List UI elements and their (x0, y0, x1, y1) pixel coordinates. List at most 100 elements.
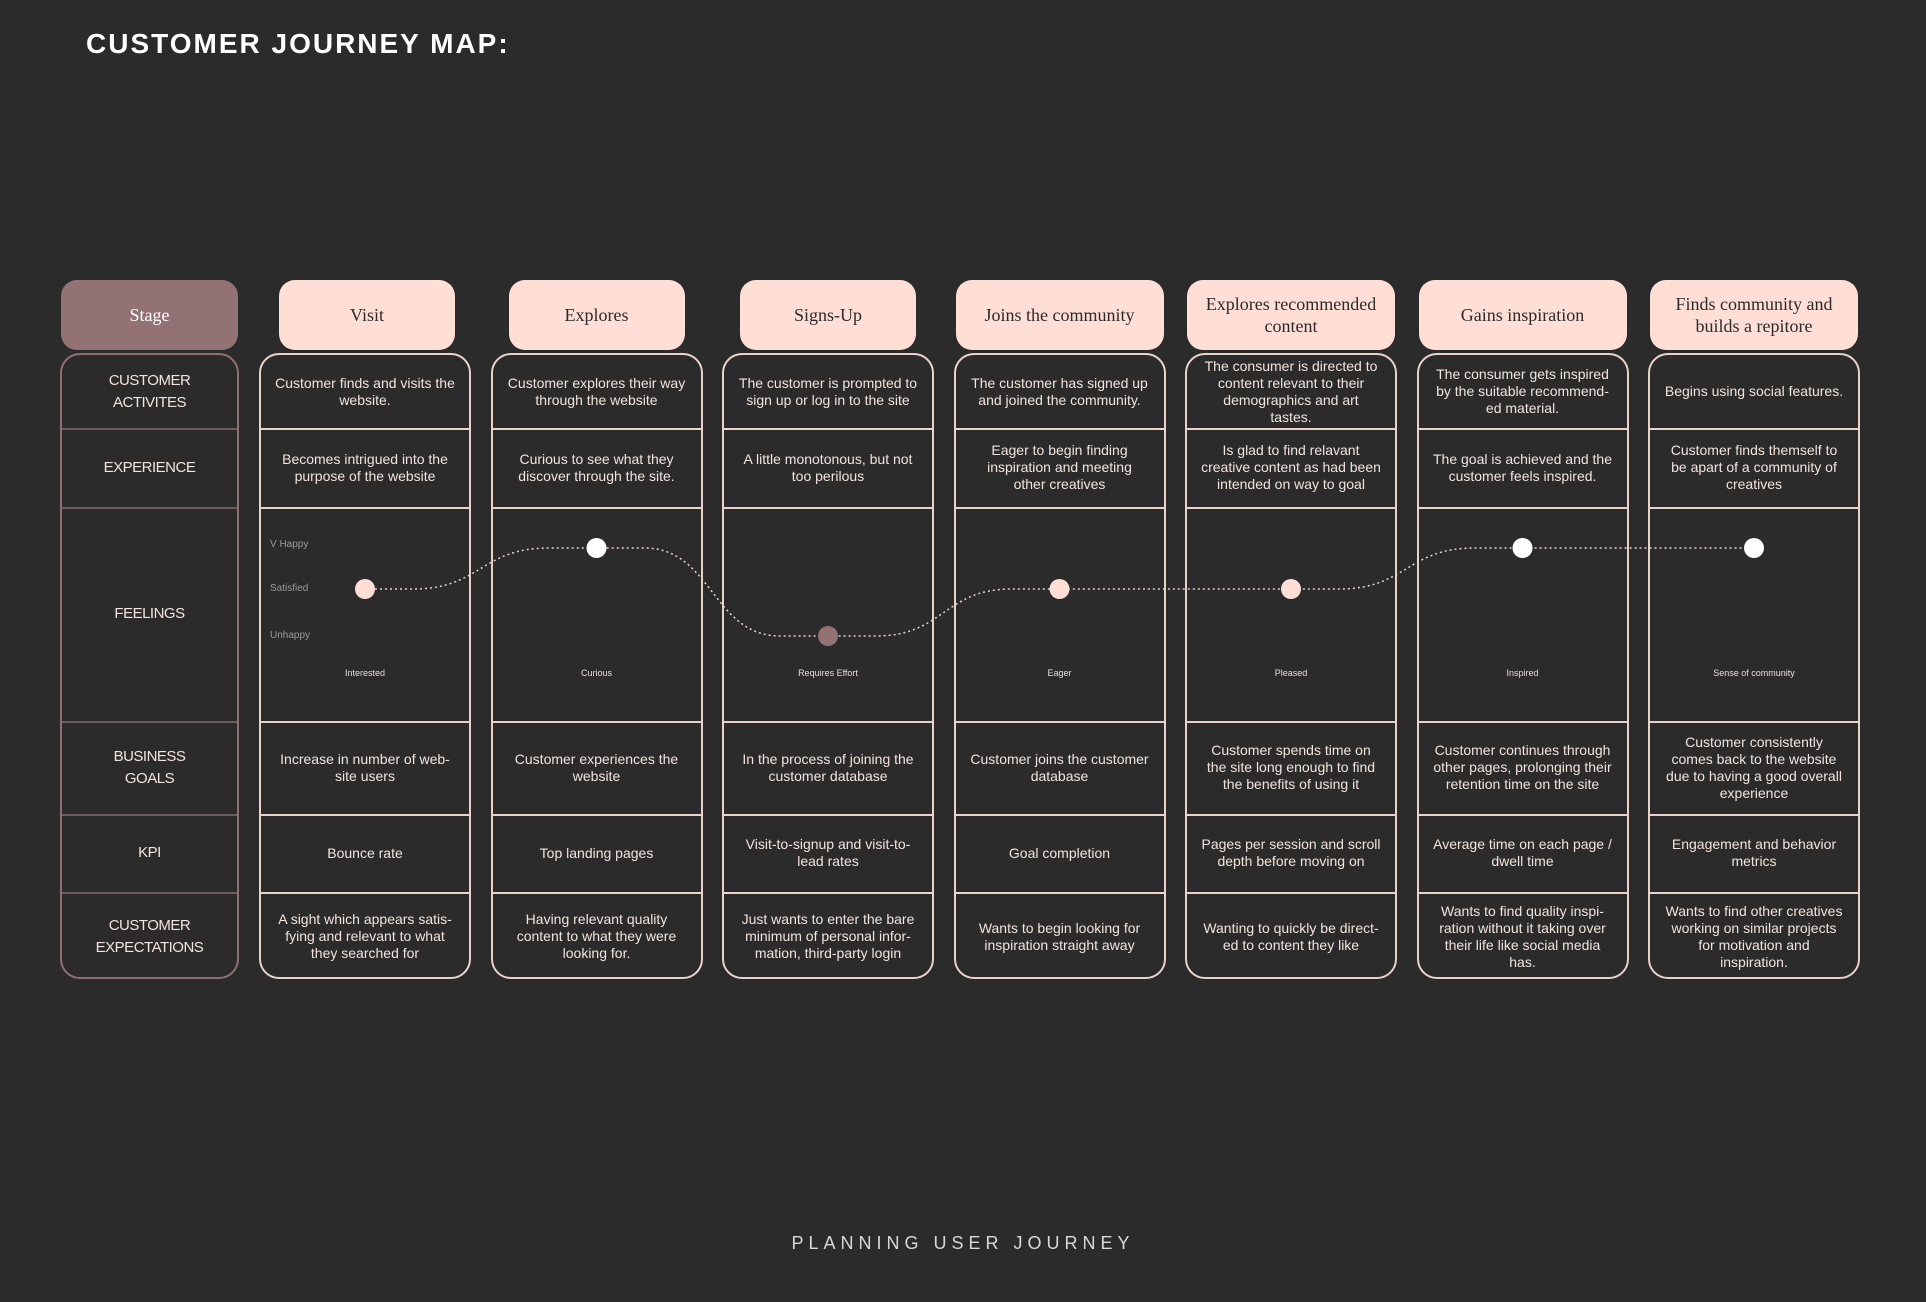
row-divider (492, 507, 701, 509)
cell-activity: The customer is prompted to sign up or l… (738, 374, 918, 408)
cell-activity: The consumer gets inspired by the suitab… (1436, 366, 1609, 416)
feelings-curve (365, 547, 1754, 637)
cell-experience: Becomes intrigued into the purpose of th… (282, 450, 448, 484)
cell-expectation: Just wants to enter the bare minimum of … (741, 911, 915, 961)
feeling-scale-label: V Happy (270, 539, 309, 550)
cell-kpi: Visit-to-signup and visit-to-lead rates (745, 836, 911, 869)
stage-column: The customer has signed up and joined th… (953, 353, 1166, 979)
row-divider (1650, 892, 1858, 894)
row-divider (1187, 507, 1395, 509)
feeling-label: Curious (580, 668, 612, 678)
row-divider (62, 428, 237, 430)
row-divider (1650, 721, 1858, 723)
row-label: CUSTOMER ACTIVITES (108, 371, 191, 411)
row-divider (955, 428, 1164, 430)
feeling-dot (586, 538, 607, 558)
stage-column: Begins using social features. Customer fi… (1648, 353, 1860, 979)
cell-expectation: A sight which appears satis-fying and re… (278, 911, 452, 961)
row-divider (955, 892, 1164, 894)
row-divider (1418, 814, 1627, 816)
row-label: FEELINGS (114, 605, 185, 622)
cell-expectation: Wanting to quickly be direct-ed to conte… (1203, 919, 1379, 953)
row-label: CUSTOMER EXPECTATIONS (95, 916, 204, 956)
row-divider (724, 507, 932, 509)
stage-header: Explores recommended content (1187, 280, 1395, 350)
row-divider (1187, 814, 1395, 816)
row-divider (261, 721, 469, 723)
row-label: EXPERIENCE (103, 458, 196, 476)
cell-business-goal: In the process of joining the customer d… (742, 750, 914, 784)
row-divider (1418, 507, 1627, 509)
cell-business-goal: Customer continues through other pages, … (1433, 742, 1612, 792)
cell-kpi: Goal completion (1008, 844, 1111, 861)
row-divider (62, 892, 237, 894)
feeling-label: Interested (344, 668, 386, 678)
row-divider (955, 814, 1164, 816)
stage-column: Customer explores their way through the … (490, 353, 703, 979)
cell-business-goal: Customer consistently comes back to the … (1666, 733, 1842, 801)
stage-header: Finds community and builds a repitore (1650, 280, 1858, 350)
row-divider (261, 892, 469, 894)
row-divider (724, 428, 932, 430)
cell-business-goal: Customer joins the customer database (970, 750, 1149, 784)
cell-experience: Customer finds themself to be apart of a… (1670, 442, 1838, 492)
row-divider (1650, 428, 1858, 430)
cell-expectation: Having relevant quality content to what … (516, 911, 677, 961)
stage-header: Visit (279, 280, 455, 350)
cell-kpi: Bounce rate (327, 844, 403, 861)
cell-activity: Begins using social features. (1664, 383, 1844, 399)
feeling-dot (818, 626, 838, 646)
feeling-label: Eager (1047, 668, 1072, 678)
stage-column: The consumer gets inspired by the suitab… (1416, 353, 1629, 979)
row-divider (62, 721, 237, 723)
row-label: BUSINESS GOALS (113, 747, 186, 787)
stage-header: Explores (508, 280, 685, 350)
cell-business-goal: Increase in number of web-site users (280, 750, 450, 784)
row-divider (261, 507, 469, 509)
feeling-label: Pleased (1274, 668, 1308, 678)
feeling-dot (1281, 579, 1301, 599)
cell-experience: Eager to begin finding inspiration and m… (987, 442, 1132, 492)
cell-business-goal: Customer spends time on the site long en… (1206, 742, 1376, 792)
cell-kpi: Average time on each page / dwell time (1433, 836, 1612, 869)
feeling-label: Sense of community (1713, 668, 1795, 678)
cell-experience: Curious to see what they discover throug… (518, 450, 675, 484)
stage-header: Signs-Up (740, 280, 916, 350)
row-divider (261, 428, 469, 430)
cell-kpi: Top landing pages (539, 844, 654, 861)
row-divider (62, 814, 237, 816)
cell-experience: The goal is achieved and the customer fe… (1432, 450, 1612, 484)
cell-activity: Customer finds and visits the website. (275, 374, 455, 408)
row-divider (492, 892, 701, 894)
feeling-label: Requires Effort (798, 668, 858, 678)
cell-activity: Customer explores their way through the … (507, 374, 686, 408)
row-divider (955, 721, 1164, 723)
row-divider (261, 814, 469, 816)
feeling-scale-label: Unhappy (270, 630, 311, 641)
row-divider (1187, 721, 1395, 723)
cell-kpi: Pages per session and scroll depth befor… (1201, 836, 1381, 869)
feeling-dot (1512, 538, 1533, 558)
row-label-column: CUSTOMER ACTIVITES EXPERIENCE FEELINGS BUSI… (60, 353, 239, 979)
row-divider (1418, 428, 1627, 430)
row-divider (724, 814, 932, 816)
cell-activity: The consumer is directed to content rele… (1204, 357, 1378, 425)
stage-header: Joins the community (955, 280, 1164, 350)
cell-expectation: Wants to find quality inspi-ration witho… (1439, 902, 1606, 970)
row-divider (1650, 507, 1858, 509)
cell-business-goal: Customer experiences the website (514, 750, 679, 784)
cell-expectation: Wants to begin looking for inspiration s… (978, 919, 1141, 953)
row-divider (62, 507, 237, 509)
stage-column: The consumer is directed to content rele… (1185, 353, 1397, 979)
feeling-dot (355, 579, 375, 599)
stage-header: Gains inspiration (1418, 280, 1627, 350)
cell-experience: Is glad to find relavant creative conten… (1201, 442, 1381, 492)
feeling-dot (1049, 579, 1070, 599)
stage-column: Customer finds and visits the website. Be… (259, 353, 471, 979)
row-divider (1418, 892, 1627, 894)
cell-expectation: Wants to find other creatives working on… (1665, 902, 1843, 970)
cell-activity: The customer has signed up and joined th… (971, 374, 1148, 408)
feeling-dot (1744, 538, 1764, 558)
row-divider (492, 721, 701, 723)
